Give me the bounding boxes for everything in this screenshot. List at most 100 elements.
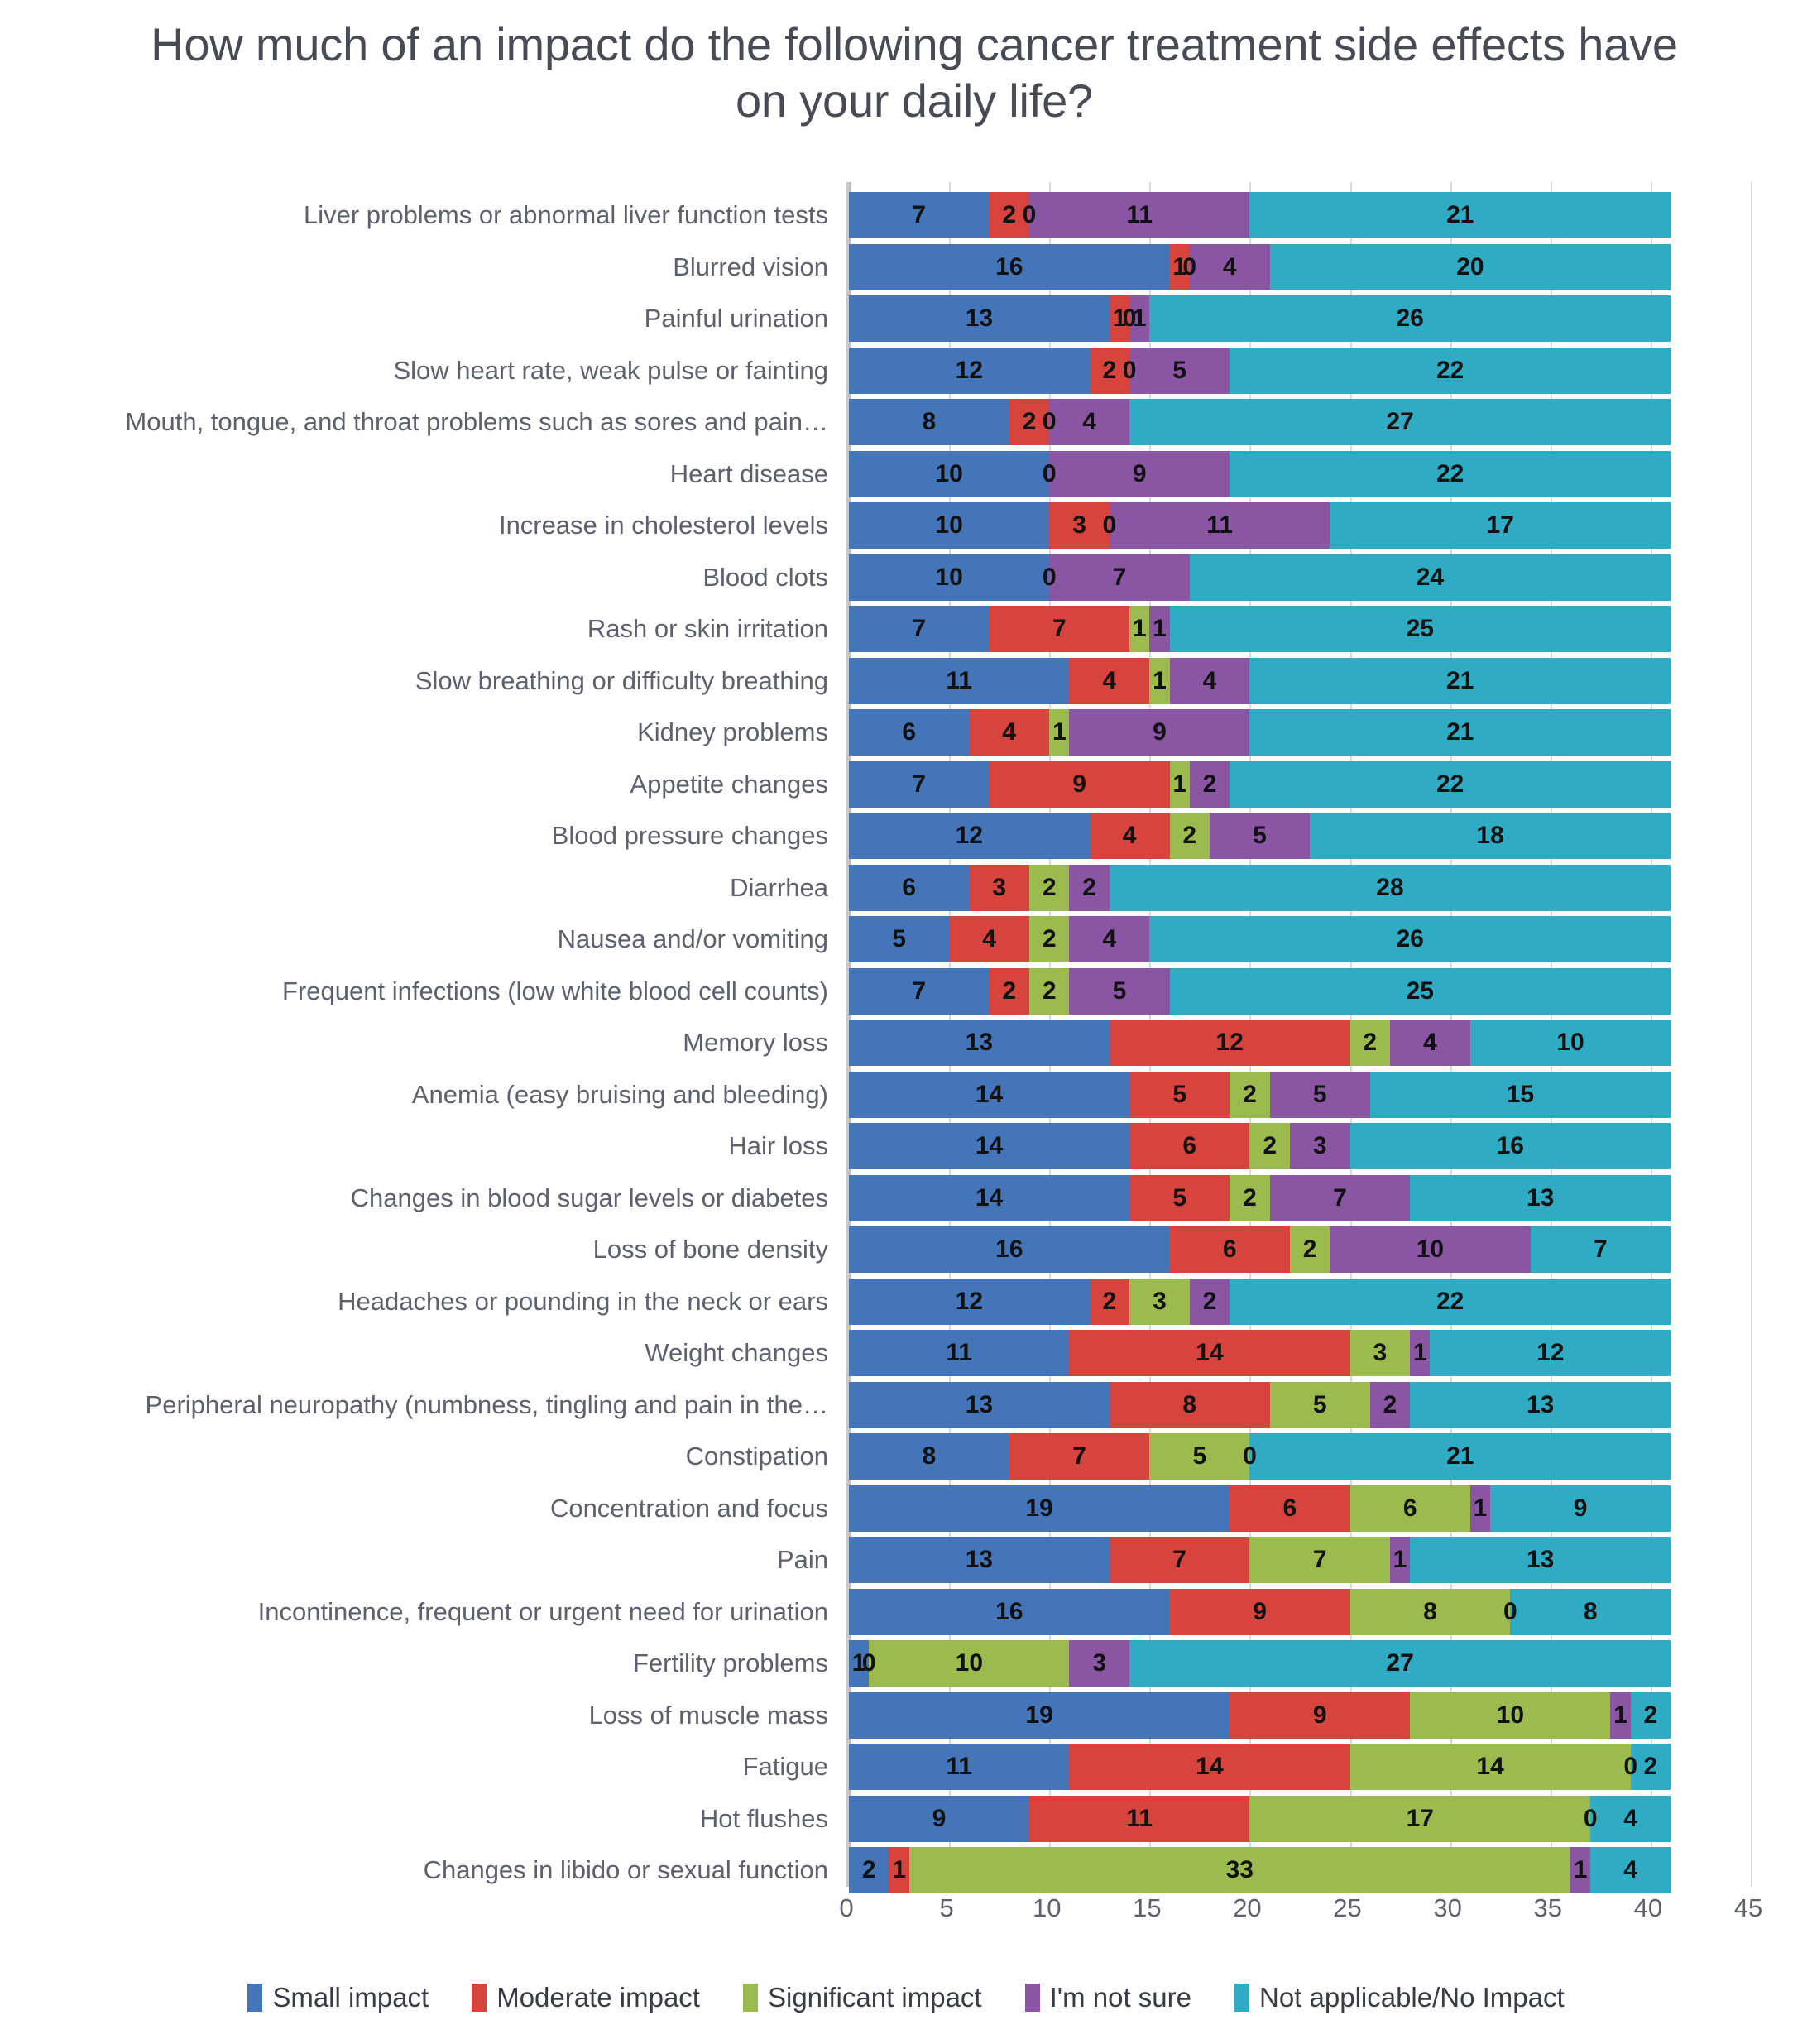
- bar-segment-moderate[interactable]: 6: [1129, 1123, 1250, 1169]
- bar-segment-notsure[interactable]: 2: [1189, 761, 1230, 808]
- bar-segment-na[interactable]: 13: [1410, 1174, 1671, 1221]
- bar-row[interactable]: 11 14 14 0 2: [849, 1744, 1748, 1790]
- bar-segment-moderate[interactable]: 6: [1230, 1485, 1350, 1532]
- bar-segment-na[interactable]: 18: [1310, 813, 1671, 859]
- bar-segment-signif[interactable]: 3: [1349, 1330, 1411, 1376]
- bar-row[interactable]: 12 2 3 2 22: [849, 1278, 1748, 1325]
- bar-segment-signif[interactable]: 10: [869, 1640, 1070, 1687]
- bar-segment-moderate[interactable]: 9: [1230, 1691, 1411, 1739]
- bar-segment-small[interactable]: 16: [849, 1588, 1170, 1635]
- bar-segment-small[interactable]: 16: [849, 243, 1170, 290]
- bar-row[interactable]: 10 0 0 7 24: [849, 554, 1748, 601]
- bar-segment-moderate[interactable]: 7: [1109, 1537, 1250, 1583]
- bar-row[interactable]: 8 7 5 0 21: [849, 1433, 1748, 1480]
- bar-segment-small[interactable]: 10: [849, 554, 1050, 601]
- bar-segment-small[interactable]: 7: [849, 967, 990, 1015]
- bar-row[interactable]: 16 9 8 0 8: [849, 1588, 1748, 1635]
- bar-segment-moderate[interactable]: 6: [1169, 1226, 1290, 1273]
- bar-segment-signif[interactable]: 2: [1028, 916, 1070, 962]
- bar-segment-na[interactable]: 21: [1249, 192, 1671, 238]
- bar-segment-notsure[interactable]: 1: [1610, 1691, 1631, 1739]
- bar-row[interactable]: 5 4 2 4 26: [849, 916, 1748, 962]
- bar-segment-signif[interactable]: 6: [1349, 1485, 1470, 1532]
- bar-segment-na[interactable]: 2: [1630, 1691, 1671, 1739]
- bar-segment-small[interactable]: 12: [849, 813, 1090, 859]
- bar-segment-moderate[interactable]: 2: [1089, 1278, 1130, 1325]
- bar-segment-moderate[interactable]: 8: [1109, 1381, 1270, 1428]
- bar-row[interactable]: 7 2 0 11 21: [849, 192, 1748, 238]
- bar-segment-na[interactable]: 28: [1109, 864, 1671, 911]
- bar-segment-signif[interactable]: 10: [1410, 1691, 1611, 1739]
- legend-item[interactable]: Small impact: [247, 1982, 429, 2013]
- bar-segment-signif[interactable]: 33: [908, 1847, 1570, 1893]
- bar-segment-small[interactable]: 1: [849, 1640, 870, 1687]
- bar-row[interactable]: 10 3 0 11 17: [849, 502, 1748, 549]
- bar-segment-notsure[interactable]: 4: [1189, 243, 1270, 290]
- bar-segment-signif[interactable]: 8: [1349, 1588, 1511, 1635]
- bar-segment-small[interactable]: 11: [849, 1330, 1070, 1376]
- bar-segment-na[interactable]: 27: [1129, 399, 1671, 445]
- bar-row[interactable]: 7 7 1 1 25: [849, 606, 1748, 652]
- bar-segment-signif[interactable]: 1: [1049, 709, 1070, 756]
- bar-segment-na[interactable]: 10: [1469, 1020, 1671, 1066]
- bar-segment-notsure[interactable]: 5: [1129, 347, 1230, 394]
- bar-segment-signif[interactable]: 17: [1249, 1795, 1591, 1842]
- bar-row[interactable]: 7 9 1 2 22: [849, 761, 1748, 808]
- bar-segment-notsure[interactable]: 1: [1389, 1537, 1411, 1583]
- bar-segment-moderate[interactable]: 1: [1169, 243, 1190, 290]
- bar-segment-na[interactable]: 26: [1149, 295, 1671, 342]
- bar-segment-signif[interactable]: 2: [1349, 1020, 1390, 1066]
- bar-segment-moderate[interactable]: 3: [969, 864, 1029, 911]
- bar-segment-small[interactable]: 6: [849, 709, 970, 756]
- bar-segment-signif[interactable]: 2: [1230, 1071, 1270, 1118]
- bar-row[interactable]: 2 1 33 1 4: [849, 1847, 1748, 1893]
- bar-segment-small[interactable]: 13: [849, 295, 1110, 342]
- bar-segment-na[interactable]: 13: [1410, 1537, 1671, 1583]
- legend-item[interactable]: I'm not sure: [1024, 1982, 1191, 2013]
- bar-row[interactable]: 12 2 0 5 22: [849, 347, 1748, 394]
- bar-segment-na[interactable]: 26: [1149, 916, 1671, 962]
- bar-segment-na[interactable]: 27: [1129, 1640, 1671, 1687]
- bar-segment-signif[interactable]: 2: [1249, 1123, 1290, 1169]
- bar-segment-moderate[interactable]: 1: [889, 1847, 909, 1893]
- bar-segment-notsure[interactable]: 1: [1149, 606, 1170, 652]
- bar-segment-small[interactable]: 12: [849, 347, 1090, 394]
- bar-segment-small[interactable]: 5: [849, 916, 950, 962]
- bar-segment-na[interactable]: 21: [1249, 1433, 1671, 1480]
- bar-segment-small[interactable]: 6: [849, 864, 970, 911]
- bar-row[interactable]: 19 6 6 1 9: [849, 1485, 1748, 1532]
- bar-segment-notsure[interactable]: 10: [1330, 1226, 1531, 1273]
- bar-segment-small[interactable]: 8: [849, 399, 1009, 445]
- bar-segment-small[interactable]: 11: [849, 657, 1070, 704]
- bar-segment-na[interactable]: 22: [1230, 450, 1671, 497]
- legend-item[interactable]: Not applicable/No Impact: [1234, 1982, 1565, 2013]
- bar-segment-small[interactable]: 11: [849, 1744, 1070, 1790]
- bar-row[interactable]: 10 0 0 9 22: [849, 450, 1748, 497]
- bar-segment-moderate[interactable]: 2: [1009, 399, 1050, 445]
- bar-segment-small[interactable]: 7: [849, 192, 990, 238]
- bar-segment-na[interactable]: 24: [1189, 554, 1671, 601]
- bar-row[interactable]: 16 1 0 4 20: [849, 243, 1748, 290]
- bar-segment-small[interactable]: 13: [849, 1020, 1110, 1066]
- bar-row[interactable]: 13 7 7 1 13: [849, 1537, 1748, 1583]
- bar-segment-signif[interactable]: 2: [1230, 1174, 1270, 1221]
- bar-segment-moderate[interactable]: 2: [989, 192, 1029, 238]
- bar-row[interactable]: 19 9 10 1 2: [849, 1691, 1748, 1739]
- bar-row[interactable]: 13 1 0 1 26: [849, 295, 1748, 342]
- bar-segment-moderate[interactable]: 2: [989, 967, 1029, 1015]
- legend-item[interactable]: Significant impact: [742, 1982, 982, 2013]
- bar-segment-moderate[interactable]: 7: [1009, 1433, 1150, 1480]
- bar-segment-signif[interactable]: 1: [1129, 606, 1150, 652]
- bar-row[interactable]: 14 5 2 5 15: [849, 1071, 1748, 1118]
- bar-segment-signif[interactable]: 7: [1249, 1537, 1390, 1583]
- bar-segment-na[interactable]: 7: [1530, 1226, 1671, 1273]
- bar-segment-moderate[interactable]: 9: [1169, 1588, 1350, 1635]
- bar-segment-notsure[interactable]: 9: [1049, 450, 1230, 497]
- bar-segment-na[interactable]: 4: [1590, 1847, 1671, 1893]
- bar-segment-moderate[interactable]: 14: [1069, 1330, 1350, 1376]
- bar-row[interactable]: 6 3 2 2 28: [849, 864, 1748, 911]
- bar-segment-na[interactable]: 8: [1510, 1588, 1671, 1635]
- bar-segment-small[interactable]: 10: [849, 450, 1050, 497]
- bar-segment-na[interactable]: 4: [1590, 1795, 1671, 1842]
- bar-segment-signif[interactable]: 2: [1028, 864, 1070, 911]
